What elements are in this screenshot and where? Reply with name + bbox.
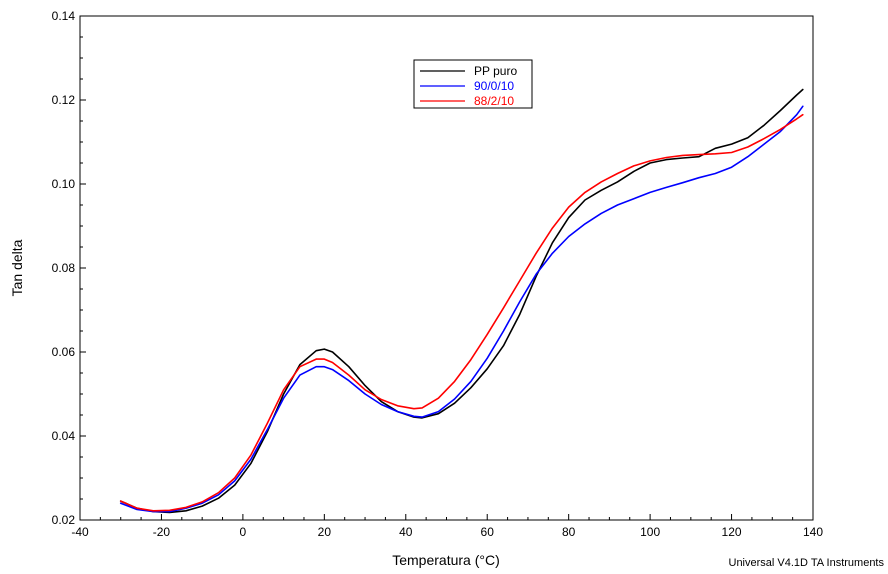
x-tick-label: 100 xyxy=(640,525,660,539)
y-axis-title: Tan delta xyxy=(9,239,25,296)
x-tick-label: 20 xyxy=(318,525,332,539)
y-tick-label: 0.12 xyxy=(52,93,76,107)
legend: PP puro 90/0/10 88/2/10 xyxy=(413,59,533,109)
x-tick-label: 120 xyxy=(722,525,742,539)
footer-note: Universal V4.1D TA Instruments xyxy=(729,557,885,569)
y-tick-label: 0.08 xyxy=(52,261,76,275)
y-axis: 0.02 0.04 0.06 0.08 0.10 0.12 0.14 xyxy=(52,9,86,527)
legend-box xyxy=(413,59,533,109)
y-tick-label: 0.06 xyxy=(52,345,76,359)
y-tick-label: 0.10 xyxy=(52,177,76,191)
x-tick-label: 60 xyxy=(481,525,495,539)
x-axis: -40 -20 0 20 40 60 80 100 120 140 xyxy=(71,514,823,539)
series-line-88-2-10 xyxy=(119,113,804,512)
x-tick-label: 140 xyxy=(803,525,823,539)
x-tick-label: -20 xyxy=(153,525,171,539)
x-tick-label: 80 xyxy=(562,525,576,539)
series-line-90-0-10 xyxy=(119,105,804,513)
legend-label-90-0-10: 90/0/10 xyxy=(474,79,514,93)
legend-label-pp-puro: PP puro xyxy=(474,64,517,78)
series-lines xyxy=(119,88,804,514)
x-tick-label: 0 xyxy=(240,525,247,539)
y-tick-label: 0.04 xyxy=(52,429,76,443)
x-tick-label: 40 xyxy=(399,525,413,539)
y-tick-label: 0.14 xyxy=(52,9,76,23)
legend-label-88-2-10: 88/2/10 xyxy=(474,94,514,108)
y-tick-label: 0.02 xyxy=(52,513,76,527)
x-tick-label: -40 xyxy=(71,525,89,539)
series-line-pp-puro xyxy=(119,88,804,514)
x-axis-title: Temperatura (°C) xyxy=(392,552,500,568)
